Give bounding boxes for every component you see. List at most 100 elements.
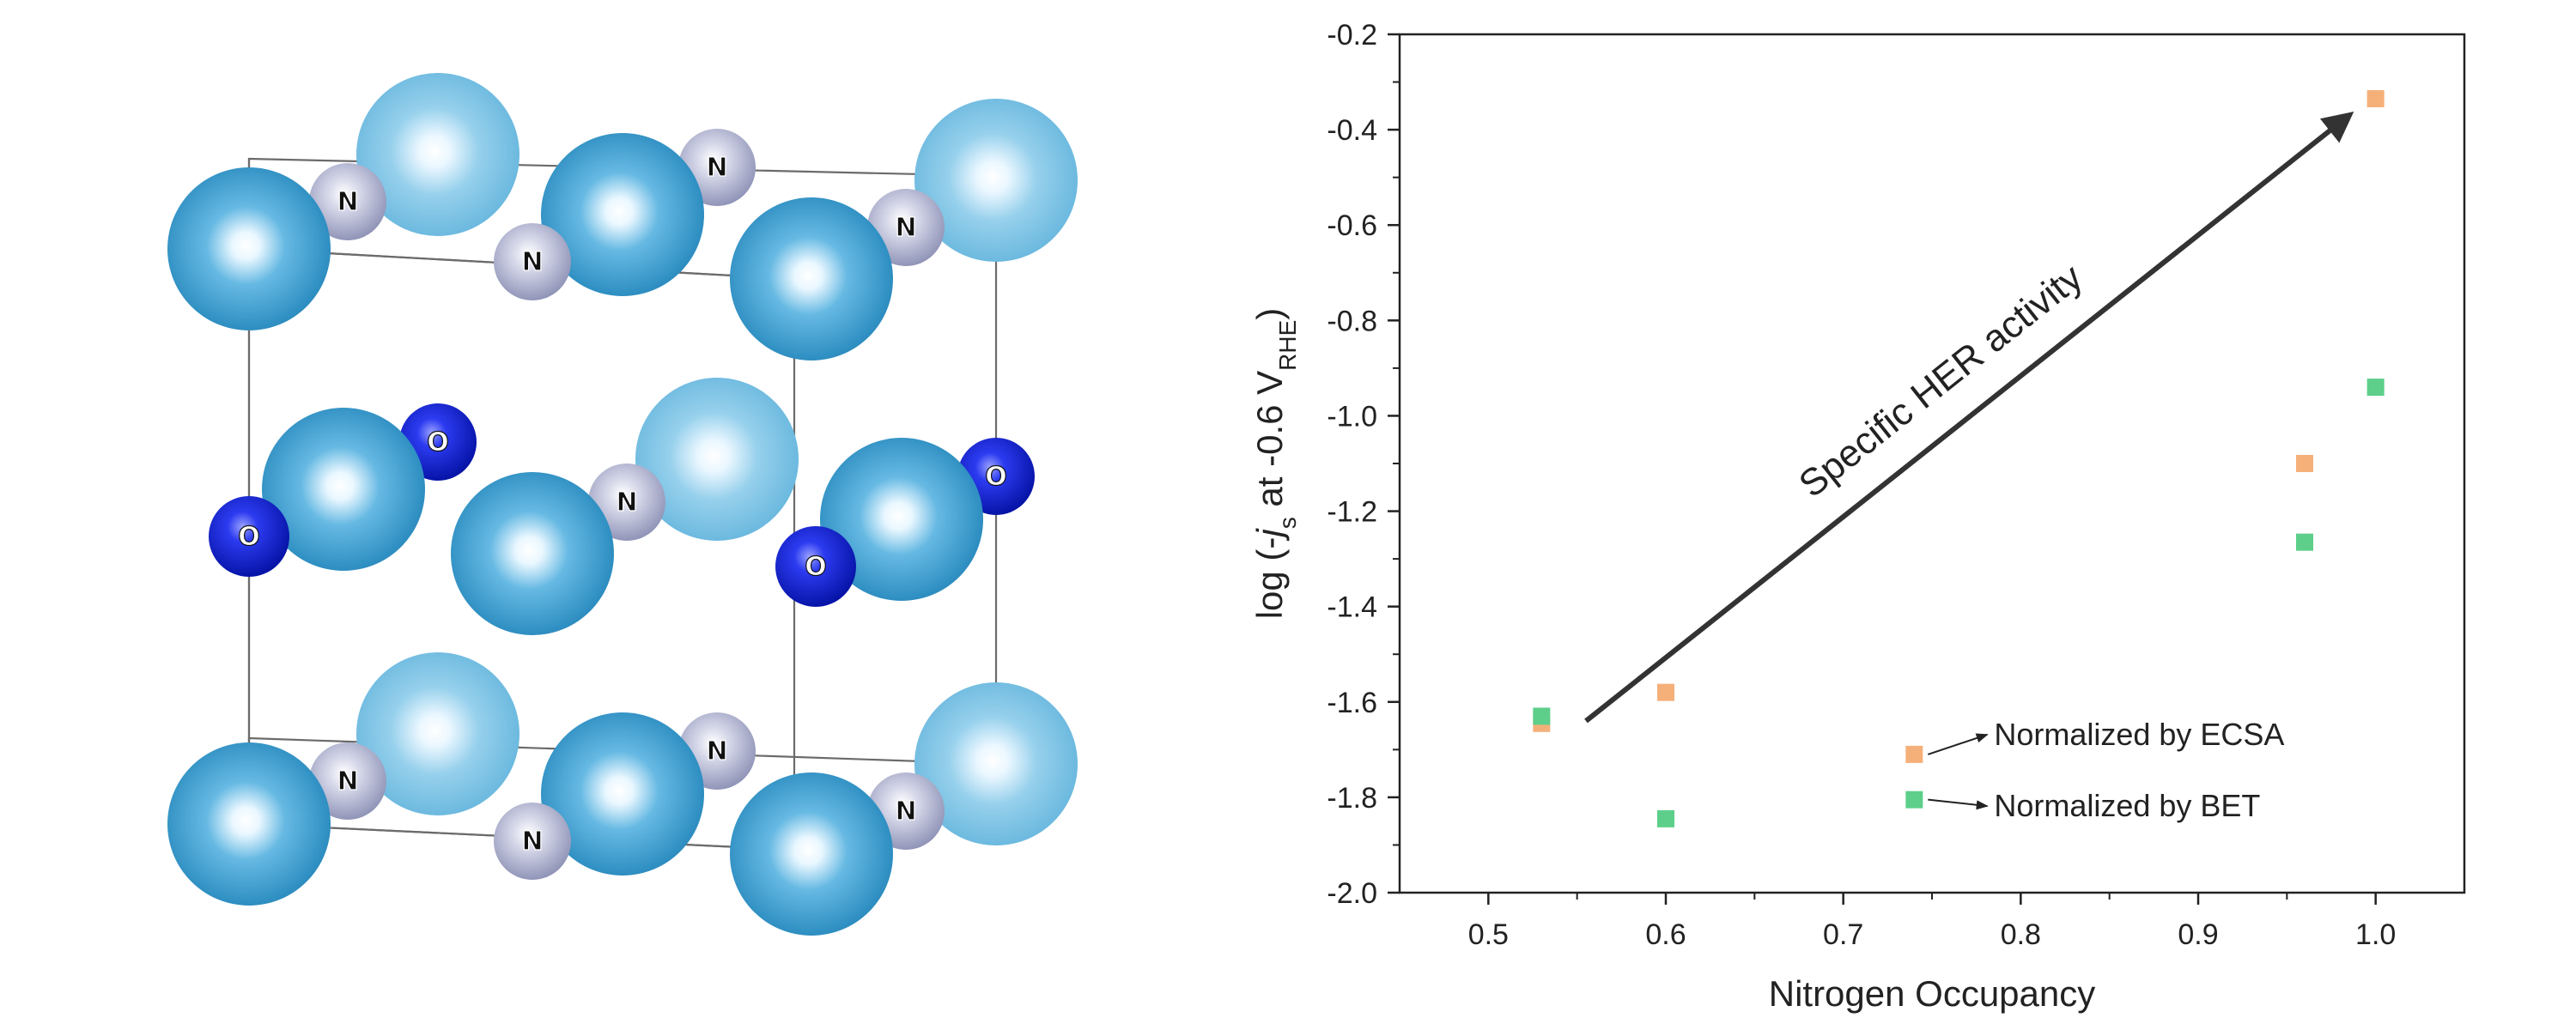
oxygen-atom-sphere xyxy=(775,526,856,607)
x-tick-label: 0.7 xyxy=(1823,918,1863,951)
y-axis-label: log (-js at -0.6 VRHE) xyxy=(1249,308,1301,620)
nitrogen-atom: N xyxy=(588,464,665,541)
metal-atom-sphere xyxy=(820,438,983,601)
x-tick-label: 0.8 xyxy=(2001,918,2041,951)
trend-arrow xyxy=(1584,111,2354,724)
y-label-post: ) xyxy=(1249,308,1290,320)
metal-atom xyxy=(730,772,893,936)
x-tick-label: 0.5 xyxy=(1468,918,1509,951)
nitrogen-atom: N xyxy=(494,803,571,880)
y-tick-label: -0.6 xyxy=(1327,209,1377,242)
x-tick-label: 0.6 xyxy=(1645,918,1686,951)
nitrogen-atom-label: N xyxy=(895,797,916,827)
y-tick-label: -1.8 xyxy=(1327,782,1377,815)
ecsa-point xyxy=(1905,745,1923,763)
ecsa-point xyxy=(1657,683,1674,701)
metal-atom xyxy=(167,167,331,330)
oxygen-atom-sphere xyxy=(209,496,289,577)
oxygen-atom-label: O xyxy=(805,552,827,582)
bet-point xyxy=(2366,379,2385,397)
nitrogen-atom: N xyxy=(309,163,386,240)
metal-atom-sphere xyxy=(914,682,1078,845)
nitrogen-atom: N xyxy=(309,742,386,820)
metal-atom xyxy=(730,197,893,360)
metal-atom xyxy=(541,133,704,296)
y-tick-label: -1.4 xyxy=(1327,591,1377,624)
oxygen-atom-label: O xyxy=(985,462,1007,492)
metal-atom-sphere xyxy=(356,652,519,815)
nitrogen-atom-label: N xyxy=(337,766,358,797)
nitrogen-atom-sphere xyxy=(867,189,945,266)
metal-atom-sphere xyxy=(451,472,614,635)
atoms: N N N N O O N O O N N N N xyxy=(167,73,1078,936)
bet-point xyxy=(1533,707,1551,725)
metal-atom-sphere xyxy=(167,167,331,330)
y-tick-label: -1.6 xyxy=(1327,687,1377,719)
bet-point xyxy=(1657,809,1674,827)
nitrogen-atom: N xyxy=(494,223,571,300)
nitrogen-atom-label: N xyxy=(616,488,637,518)
y-tick-label: -0.2 xyxy=(1327,19,1377,52)
legend-bet-label: Normalized by BET xyxy=(1994,788,2260,823)
x-tick-label: 1.0 xyxy=(2355,918,2396,951)
data-marks xyxy=(1533,90,2385,827)
metal-atom xyxy=(356,73,519,236)
crystal-structure: N N N N O O N O O N N N N xyxy=(167,73,1078,936)
ecsa-point xyxy=(2366,90,2385,107)
legend-ecsa-label: Normalized by ECSA xyxy=(1994,717,2284,752)
metal-atom-sphere xyxy=(730,772,893,936)
metal-atom-sphere xyxy=(541,133,704,296)
y-tick-label: -0.8 xyxy=(1327,305,1377,337)
metal-atom xyxy=(820,438,983,601)
bet-point xyxy=(2296,533,2313,551)
y-tick-label: -2.0 xyxy=(1327,877,1377,910)
metal-atom xyxy=(167,742,331,906)
nitrogen-atom-label: N xyxy=(706,736,727,766)
nitrogen-atom-label: N xyxy=(521,247,543,277)
legend-pointer-arrow xyxy=(1928,798,1989,810)
oxygen-atom-label: O xyxy=(238,522,260,552)
legend-pointer-arrow xyxy=(1928,733,1989,755)
oxygen-atom-label: O xyxy=(427,427,449,457)
metal-atom-sphere xyxy=(356,73,519,236)
y-tick-label: -0.4 xyxy=(1327,114,1377,147)
axis-ticks: 0.5 0.6 0.7 0.8 0.9 1.0 -2.0 -1.8 -1.6 -1.4 -1.2 -1… xyxy=(1327,19,2396,951)
nitrogen-atom-label: N xyxy=(895,213,916,243)
oxygen-atom: O xyxy=(775,526,856,607)
nitrogen-atom-label: N xyxy=(337,187,358,217)
y-label-mid: at -0.6 V xyxy=(1249,371,1290,517)
nitrogen-atom-sphere xyxy=(588,464,665,541)
bet-point xyxy=(1905,791,1923,809)
metal-atom xyxy=(451,472,614,635)
y-label-pre: log (- xyxy=(1249,537,1290,620)
annotations: Specific HER activity Normalized by ECSA N… xyxy=(1584,111,2354,823)
metal-atom-sphere xyxy=(635,378,799,541)
y-tick-label: -1.0 xyxy=(1327,400,1377,433)
nitrogen-atom-label: N xyxy=(521,827,543,857)
trend-arrow-label: Specific HER activity xyxy=(1791,256,2090,506)
nitrogen-atom-sphere xyxy=(309,163,386,240)
x-tick-label: 0.9 xyxy=(2178,918,2218,951)
x-axis-label: Nitrogen Occupancy xyxy=(1769,973,2096,1014)
metal-atom-sphere xyxy=(262,408,425,571)
metal-atom xyxy=(914,682,1078,845)
metal-atom xyxy=(356,652,519,815)
metal-atom-sphere xyxy=(730,197,893,360)
nitrogen-atom-sphere xyxy=(309,742,386,820)
metal-atom xyxy=(262,408,425,571)
nitrogen-atom-label: N xyxy=(706,153,727,183)
nitrogen-atom-sphere xyxy=(494,803,571,880)
ecsa-point xyxy=(2296,455,2313,472)
nitrogen-atom: N xyxy=(867,189,945,266)
metal-atom-sphere xyxy=(541,712,704,876)
metal-atom xyxy=(635,378,799,541)
metal-atom xyxy=(541,712,704,876)
nitrogen-atom-sphere xyxy=(494,223,571,300)
oxygen-atom: O xyxy=(209,496,289,577)
metal-atom-sphere xyxy=(914,99,1078,262)
metal-atom-sphere xyxy=(167,742,331,906)
y-tick-label: -1.2 xyxy=(1327,496,1377,529)
metal-atom xyxy=(914,99,1078,262)
y-label-rhe: RHE xyxy=(1274,320,1301,371)
